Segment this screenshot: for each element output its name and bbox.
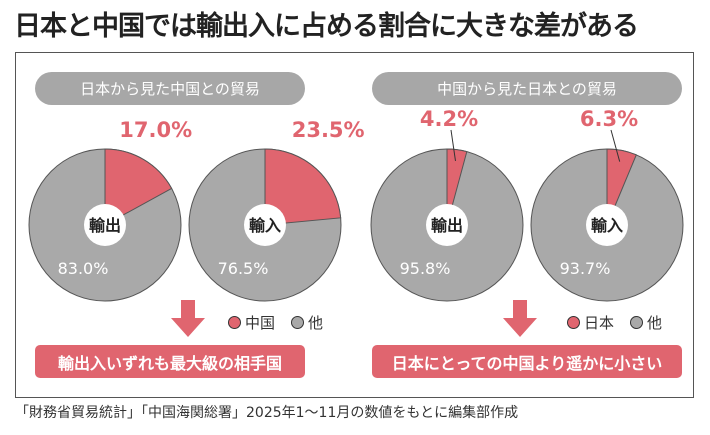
chart-frame: [15, 52, 694, 398]
pie-label-other: 83.0%: [58, 259, 109, 278]
legend-swatch-other: [291, 316, 305, 329]
leader-line: [450, 129, 456, 162]
pie-slice-highlight: [264, 148, 342, 226]
down-arrow-icon: [503, 300, 537, 337]
legend-label: 日本: [584, 314, 615, 332]
pie-center-label: 輸入: [249, 216, 281, 235]
pie-label-highlight: 6.3%: [580, 107, 638, 131]
pie-label-highlight: 23.5%: [292, 118, 365, 142]
group-header-china-view: 中国から見た日本との貿易: [372, 72, 682, 105]
pie-slice-highlight: [104, 148, 173, 226]
legend-swatch-highlight: [228, 316, 241, 329]
conclusion-banner-left: 輸出入いずれも最大級の相手国: [35, 345, 305, 378]
pie-label-highlight: 17.0%: [119, 118, 192, 142]
legend-label: 他: [308, 314, 324, 332]
page-title: 日本と中国では輸出入に占める割合に大きな差がある: [14, 11, 639, 42]
pie-label-highlight: 4.2%: [420, 107, 478, 131]
group-header-japan-view: 日本から見た中国との貿易: [35, 72, 305, 105]
legend-label: 中国: [245, 314, 276, 332]
legend-left: 中国 他: [228, 312, 323, 333]
pie-center-label: 輸出: [431, 216, 463, 235]
pie-label-other: 76.5%: [218, 259, 269, 278]
pie-center-hole: [244, 204, 286, 246]
down-arrow-icon: [171, 300, 205, 337]
legend-label: 他: [647, 314, 663, 332]
pie-center-label: 輸出: [89, 216, 121, 235]
legend-swatch-highlight: [567, 316, 580, 329]
leader-line: [610, 129, 621, 162]
conclusion-banner-right: 日本にとっての中国より遥かに小さい: [372, 345, 682, 378]
source-note: 「財務省貿易統計」「中国海関総署」2025年1～11月の数値をもとに編集部作成: [15, 405, 519, 421]
legend-right: 日本 他: [567, 312, 662, 333]
pie-center-hole: [426, 204, 468, 246]
pie-label-other: 95.8%: [400, 259, 451, 278]
pie-center-hole: [84, 204, 126, 246]
pie-label-other: 93.7%: [560, 259, 611, 278]
pie-center-label: 輸入: [591, 216, 623, 235]
legend-swatch-other: [630, 316, 644, 329]
pie-center-hole: [586, 204, 628, 246]
